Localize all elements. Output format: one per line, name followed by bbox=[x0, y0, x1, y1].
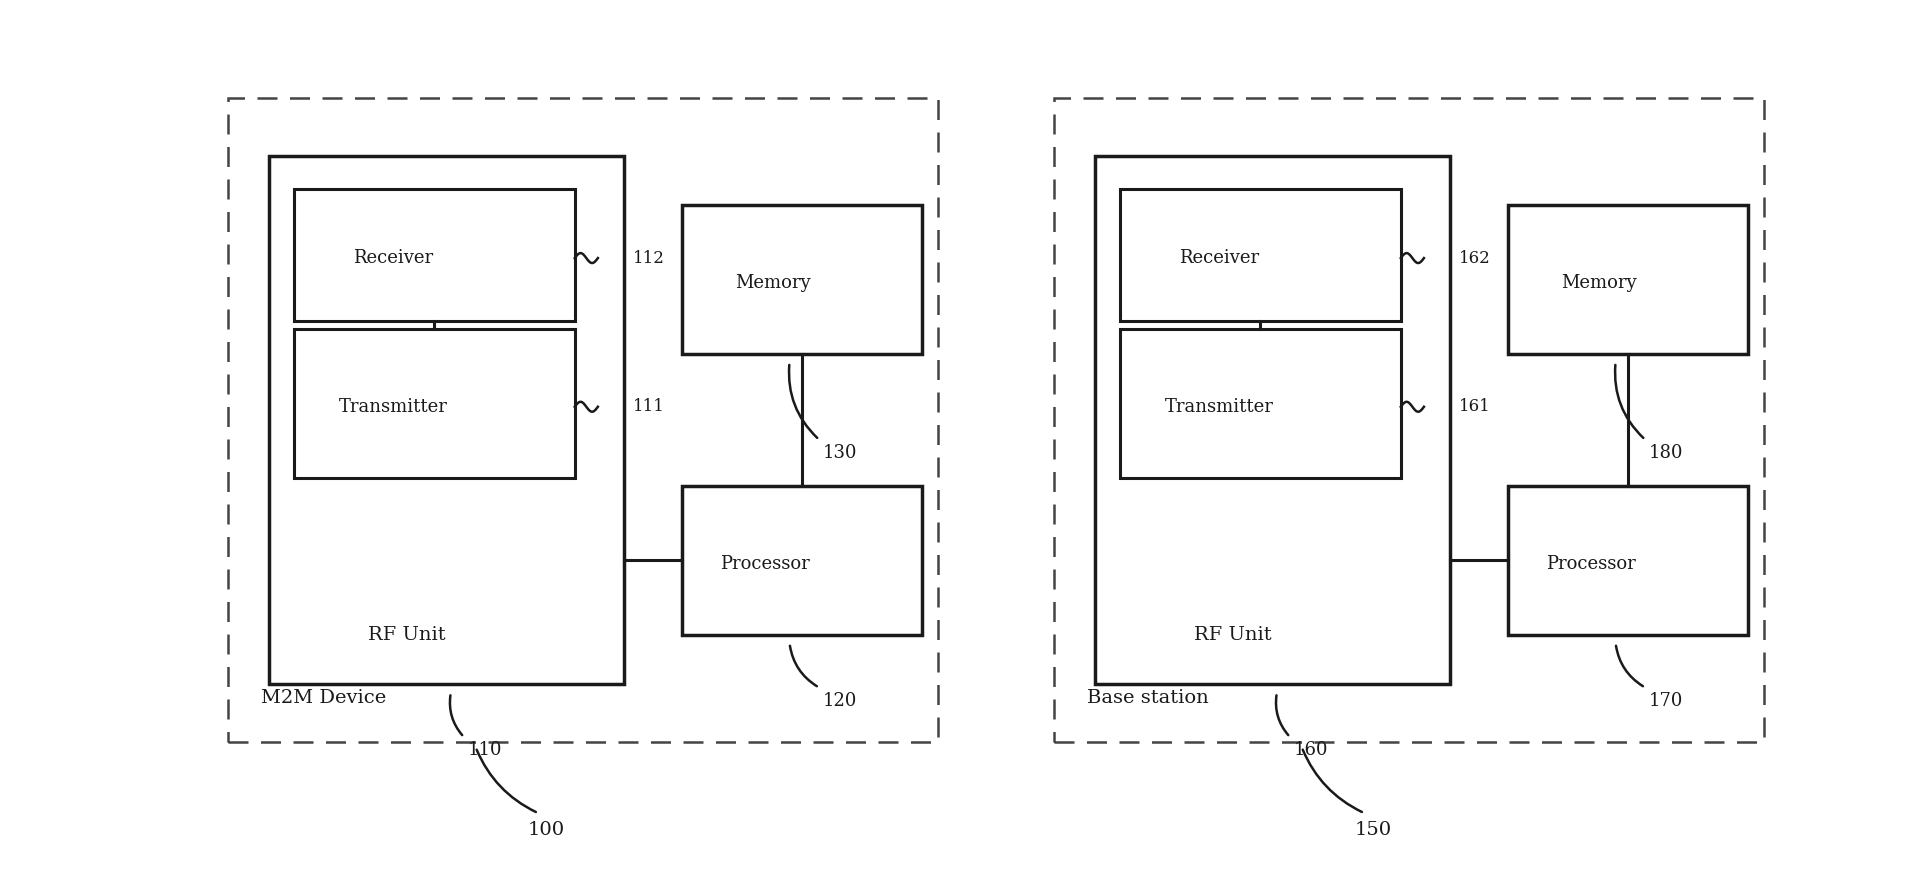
Bar bbox=[682, 205, 923, 354]
Text: Receiver: Receiver bbox=[352, 249, 433, 267]
Text: 162: 162 bbox=[1458, 250, 1491, 266]
Text: RF Unit: RF Unit bbox=[1194, 626, 1271, 643]
Text: Base station: Base station bbox=[1086, 689, 1210, 706]
Bar bbox=[295, 189, 574, 321]
Bar bbox=[1119, 189, 1400, 321]
Text: Transmitter: Transmitter bbox=[1165, 398, 1273, 416]
Bar bbox=[1508, 205, 1747, 354]
Text: 170: 170 bbox=[1649, 691, 1683, 710]
Text: Transmitter: Transmitter bbox=[339, 398, 447, 416]
Text: RF Unit: RF Unit bbox=[368, 626, 445, 643]
Text: 130: 130 bbox=[822, 444, 857, 462]
Text: 120: 120 bbox=[822, 691, 857, 710]
Bar bbox=[1119, 329, 1400, 478]
Bar bbox=[1096, 155, 1450, 684]
Text: M2M Device: M2M Device bbox=[260, 689, 385, 706]
Bar bbox=[270, 155, 624, 684]
Bar bbox=[227, 98, 938, 742]
Text: Receiver: Receiver bbox=[1179, 249, 1260, 267]
Bar bbox=[682, 486, 923, 635]
Text: Processor: Processor bbox=[720, 554, 809, 573]
Text: Memory: Memory bbox=[1562, 274, 1637, 292]
Text: 160: 160 bbox=[1294, 741, 1327, 760]
Text: 180: 180 bbox=[1649, 444, 1683, 462]
Bar bbox=[1054, 98, 1764, 742]
Text: Memory: Memory bbox=[736, 274, 811, 292]
Bar bbox=[1508, 486, 1747, 635]
Text: 110: 110 bbox=[468, 741, 503, 760]
Text: 150: 150 bbox=[1354, 821, 1391, 839]
Bar bbox=[295, 329, 574, 478]
Text: 100: 100 bbox=[528, 821, 564, 839]
Text: 112: 112 bbox=[632, 250, 664, 266]
Text: Processor: Processor bbox=[1547, 554, 1635, 573]
Text: 111: 111 bbox=[632, 398, 664, 416]
Text: 161: 161 bbox=[1458, 398, 1491, 416]
